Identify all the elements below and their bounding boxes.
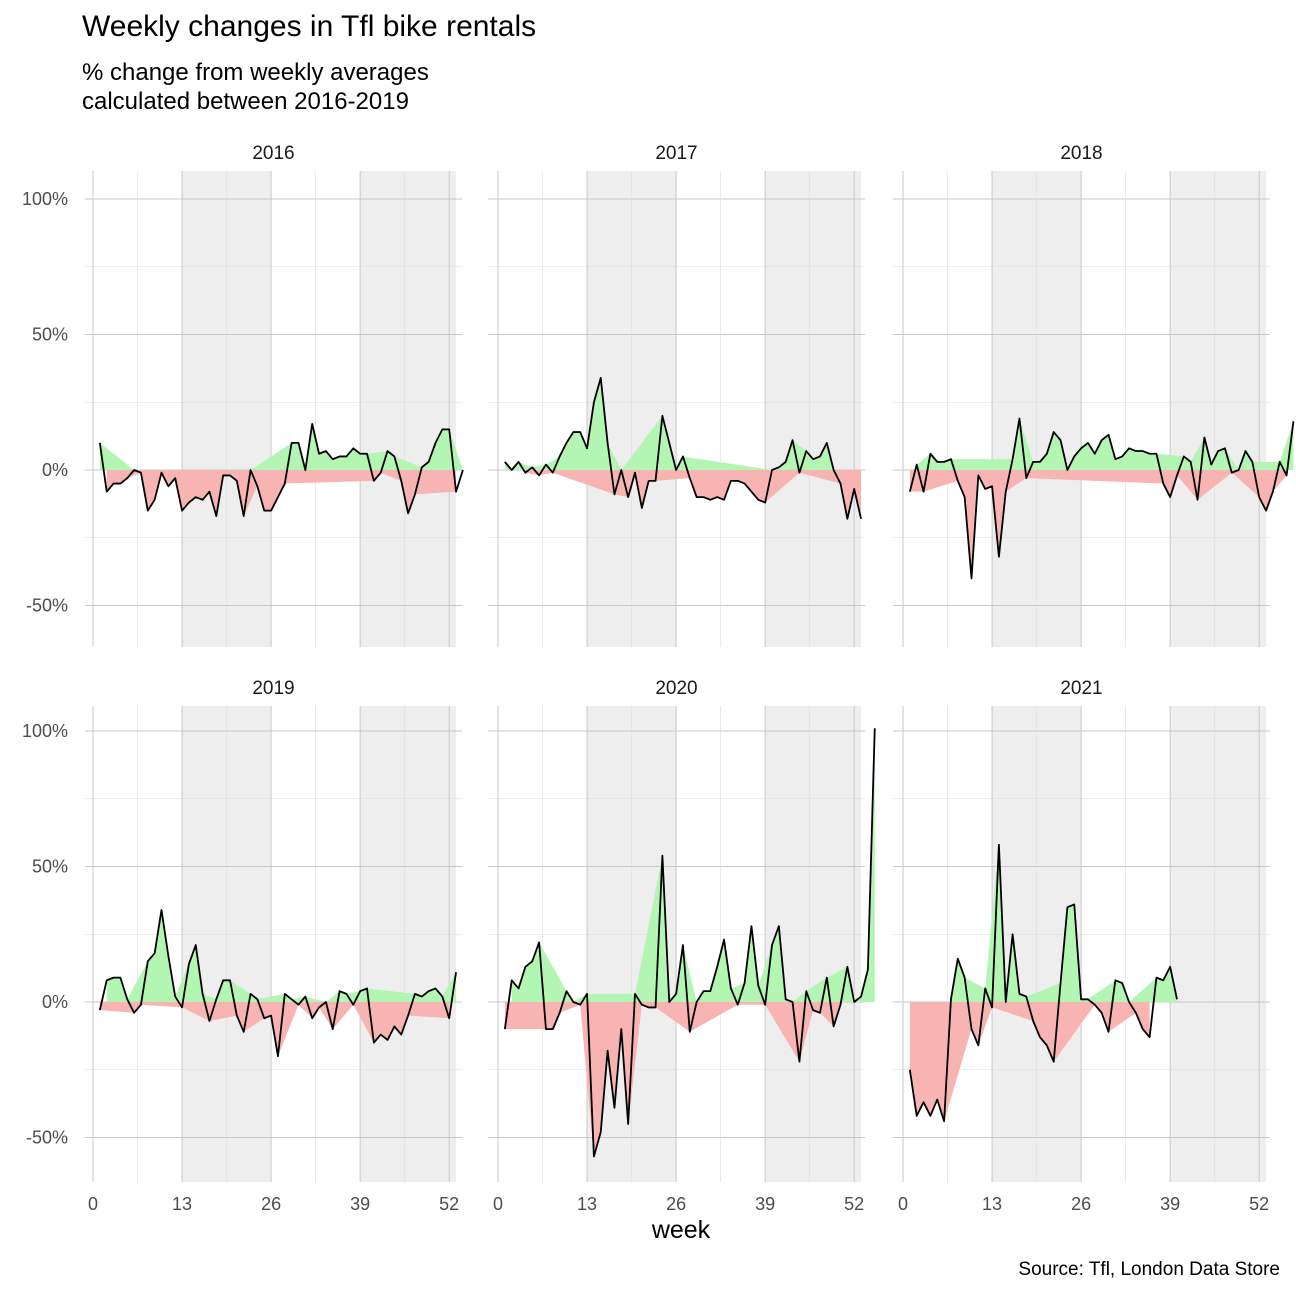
positive-area — [511, 728, 875, 1002]
series-line-2019 — [98, 908, 457, 1058]
x-tick-label: 13 — [982, 1194, 1002, 1214]
y-tick-label: -50% — [26, 596, 68, 616]
y-tick-label: 50% — [32, 857, 68, 877]
positive-area — [106, 909, 457, 1002]
x-tick-label: 39 — [755, 1194, 775, 1214]
y-tick-label: 100% — [22, 721, 68, 741]
chart-subtitle: % change from weekly averages calculated… — [82, 59, 429, 115]
y-tick-label: 0% — [42, 992, 68, 1012]
x-tick-label: 0 — [88, 1194, 98, 1214]
panel-strip-label: 2020 — [655, 678, 697, 699]
series-line-2016 — [98, 423, 464, 517]
x-tick-label: 13 — [577, 1194, 597, 1214]
x-tick-label: 13 — [172, 1194, 192, 1214]
shaded-band — [360, 706, 457, 1182]
shaded-band — [1170, 171, 1267, 647]
positive-area — [504, 377, 834, 470]
negative-area — [106, 470, 457, 517]
y-tick-label: -50% — [26, 1128, 68, 1148]
positive-area — [99, 423, 463, 470]
x-tick-label: 52 — [1249, 1194, 1269, 1214]
panel-2021: 2021 0 13 26 39 52 — [893, 678, 1270, 1214]
source-caption: Source: Tfl, London Data Store — [1018, 1259, 1280, 1280]
panel-strip-label: 2019 — [252, 678, 294, 699]
panel-strip-label: 2021 — [1060, 678, 1102, 699]
shaded-band — [1170, 706, 1267, 1182]
y-tick-label: 0% — [42, 460, 68, 480]
positive-area — [916, 418, 1294, 470]
x-tick-label: 39 — [350, 1194, 370, 1214]
panel-2019: 2019 -50% 0% 50% 100% 0 13 26 39 52 — [22, 678, 462, 1214]
shaded-band — [765, 171, 862, 647]
chart-title: Weekly changes in Tfl bike rentals — [82, 10, 537, 43]
x-tick-label: 0 — [493, 1194, 503, 1214]
negative-area — [99, 1002, 450, 1057]
x-axis-label: week — [651, 1216, 711, 1244]
y-tick-label: 100% — [22, 189, 68, 209]
panel-2017: 2017 — [488, 143, 865, 647]
panel-strip-label: 2018 — [1060, 143, 1102, 164]
x-tick-label: 0 — [898, 1194, 908, 1214]
x-tick-label: 26 — [666, 1194, 686, 1214]
panel-strip-label: 2017 — [655, 143, 697, 164]
panel-strip-label: 2016 — [252, 143, 294, 164]
negative-area — [525, 470, 862, 519]
negative-area — [909, 470, 1287, 579]
series-line-2018 — [908, 417, 1295, 580]
panel-2018: 2018 — [893, 143, 1295, 647]
negative-area — [909, 1002, 1150, 1122]
panel-2016: 2016 -50% 0% 50% 100% — [22, 143, 464, 647]
shaded-band — [360, 171, 457, 647]
x-tick-label: 39 — [1160, 1194, 1180, 1214]
series-line-2017 — [504, 376, 862, 520]
y-tick-label: 50% — [32, 325, 68, 345]
series-line-2021 — [908, 843, 1178, 1123]
panel-2020: 2020 0 13 26 39 52 — [488, 678, 876, 1214]
x-tick-label: 26 — [261, 1194, 281, 1214]
series-line-2020 — [503, 728, 876, 1158]
x-tick-label: 52 — [844, 1194, 864, 1214]
x-tick-label: 52 — [439, 1194, 459, 1214]
x-tick-label: 26 — [1071, 1194, 1091, 1214]
